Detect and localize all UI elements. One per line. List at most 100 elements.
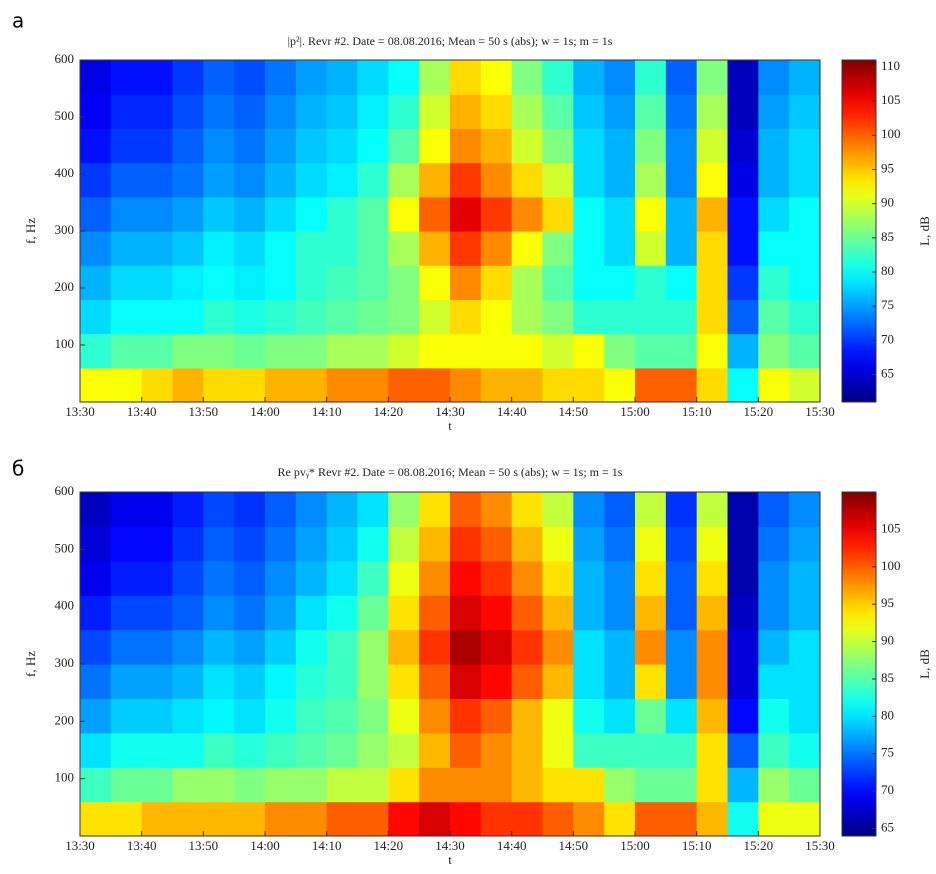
heatmap-cell [388,629,420,665]
colorbar-tick-label: 105 [881,520,901,535]
heatmap-cell [141,698,174,734]
colorbar-tick-label: 75 [881,745,894,760]
heatmap-cell [604,196,636,232]
heatmap-cell [203,60,235,95]
heatmap-cell [758,801,790,836]
heatmap-cell [604,560,636,596]
panel-label: а [12,9,24,33]
heatmap-cell [450,94,482,129]
heatmap-cell [295,265,328,300]
heatmap-cell [450,767,482,803]
heatmap-cell [203,162,235,198]
heatmap-cell [450,629,482,665]
y-tick-label: 400 [55,598,75,613]
y-tick-label: 600 [55,483,75,498]
heatmap-cell [295,526,328,562]
heatmap-cell [357,664,389,699]
heatmap-cell [511,664,544,699]
x-tick-label: 14:00 [250,838,280,853]
heatmap-cell [80,595,112,631]
heatmap-cell [604,629,636,665]
heatmap-cell [758,629,790,665]
heatmap-cell [727,231,759,266]
heatmap-cell [357,526,389,562]
heatmap-cell [141,595,174,631]
heatmap-cell [604,128,636,164]
y-tick-label: 100 [55,336,75,351]
heatmap-cell [727,492,759,527]
heatmap-cell [388,196,420,232]
heatmap-cell [542,94,574,129]
heatmap-cell [696,94,729,129]
heatmap-cell [234,60,266,95]
heatmap-cell [727,526,759,562]
heatmap-cell [480,560,513,596]
heatmap-cell [265,526,297,562]
heatmap-cell [110,629,143,665]
heatmap-cell [295,629,328,665]
heatmap-cell [542,128,574,164]
heatmap-cell [419,265,451,300]
heatmap-cell [789,595,820,631]
x-tick-label: 13:40 [127,404,157,419]
x-tick-label: 14:40 [497,404,527,419]
heatmap-cell [696,595,729,631]
heatmap-cell [696,60,729,95]
heatmap-cell [419,196,451,232]
heatmap-cell [388,560,420,596]
heatmap-cell [665,801,698,836]
heatmap-cell [450,231,482,266]
heatmap-cell [480,595,513,631]
colorbar-tick-label: 80 [881,707,894,722]
colorbar-tick-label: 85 [881,229,894,244]
heatmap-cell [665,128,698,164]
heatmap-cell [80,333,112,369]
colorbar-tick-label: 80 [881,263,894,278]
heatmap-cell [758,60,790,95]
heatmap-cell [511,231,544,266]
heatmap-cell [635,299,667,335]
heatmap-cell [419,162,451,198]
heatmap-cell [696,801,729,836]
heatmap-cell [604,664,636,699]
heatmap-cell [450,299,482,335]
colorbar-tick-label: 70 [881,331,894,346]
heatmap-cell [696,196,729,232]
heatmap-cell [450,732,482,768]
heatmap-cell [758,732,790,768]
heatmap-cell [511,492,544,527]
heatmap-cell [203,265,235,300]
heatmap-cell [511,60,544,95]
heatmap-cell [110,698,143,734]
heatmap-cell [665,629,698,665]
heatmap-cell [635,595,667,631]
x-tick-label: 15:10 [682,404,712,419]
colorbar-tick-label: 100 [881,558,901,573]
heatmap-cell [265,299,297,335]
heatmap-cell [172,60,204,95]
heatmap-cell [357,367,389,402]
heatmap-cell [234,367,266,402]
heatmap-cell [789,629,820,665]
heatmap-cell [696,162,729,198]
heatmap-cell [727,767,759,803]
heatmap-cell [604,162,636,198]
heatmap-cell [789,732,820,768]
heatmap-cell [388,767,420,803]
heatmap-cell [265,265,297,300]
heatmap-cell [357,265,389,300]
heatmap-cell [604,732,636,768]
heatmap-cell [203,767,235,803]
heatmap-cell [450,196,482,232]
heatmap-cell [110,196,143,232]
heatmap-cell [419,767,451,803]
heatmap-cell [727,265,759,300]
heatmap-cell [388,595,420,631]
heatmap-cell [727,560,759,596]
heatmap-cell [511,299,544,335]
heatmap-cell [203,128,235,164]
heatmap-cell [203,801,235,836]
heatmap-cell [419,560,451,596]
heatmap-cell [80,94,112,129]
heatmap-cell [234,732,266,768]
